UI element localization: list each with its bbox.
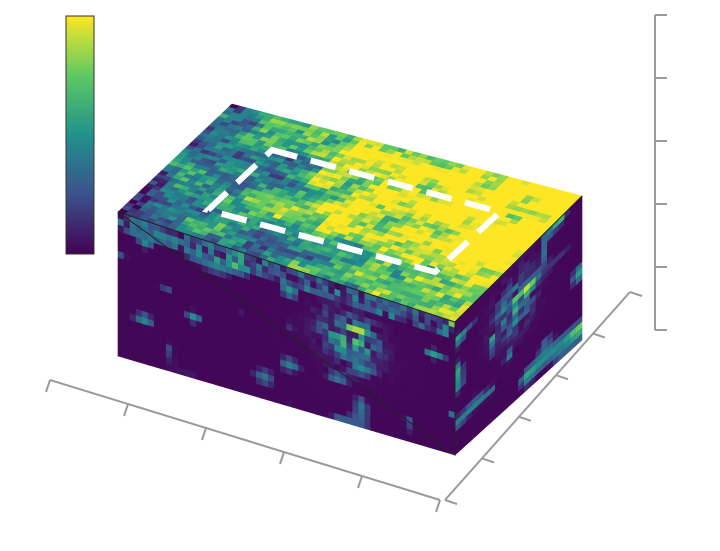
front-voxel (220, 379, 227, 389)
front-voxel (232, 382, 239, 392)
front-voxel (165, 363, 173, 373)
front-voxel (189, 370, 197, 380)
front-voxel (195, 372, 203, 382)
axis-ticks (45, 14, 667, 513)
front-voxel (177, 366, 185, 376)
axis-tick (45, 379, 51, 393)
front-voxel (123, 350, 131, 360)
box-edge (117, 195, 583, 456)
front-voxel (153, 359, 161, 369)
front-voxel (207, 375, 215, 385)
front-voxel (141, 356, 149, 366)
axis-tick (279, 451, 285, 465)
front-voxel (183, 368, 191, 378)
front-voxel (147, 357, 155, 368)
front-voxel (129, 352, 137, 362)
front-voxel (238, 384, 245, 394)
highlight-region (202, 146, 507, 276)
front-voxel (117, 349, 125, 359)
voxel-volume (117, 103, 583, 456)
front-voxel (213, 377, 221, 387)
front-voxel (334, 413, 341, 422)
front-voxel (280, 397, 287, 406)
colorbar (65, 15, 95, 255)
axis-tick (592, 332, 606, 339)
side-voxel (575, 333, 583, 346)
axis-tick (444, 499, 458, 505)
front-voxel (244, 386, 251, 396)
front-voxel (250, 388, 257, 398)
axis-tick (435, 499, 441, 513)
axis-tick (123, 403, 129, 417)
front-voxel (256, 389, 263, 399)
front-voxel (292, 400, 299, 410)
axis-tick (629, 291, 643, 297)
axis-tick (481, 457, 495, 464)
axis-tick (357, 475, 363, 489)
x-axis-line (49, 379, 441, 501)
front-voxel (135, 354, 143, 364)
front-voxel (268, 393, 275, 403)
y-axis-line (444, 291, 631, 501)
front-voxel (328, 411, 335, 421)
front-voxel (316, 407, 323, 417)
front-voxel (226, 381, 233, 390)
front-voxel (286, 398, 293, 408)
front-voxel (298, 402, 305, 412)
axes (49, 15, 656, 501)
front-voxel (304, 404, 311, 413)
front-voxel (201, 373, 209, 383)
front-voxel (262, 391, 269, 401)
front-voxel (310, 405, 317, 415)
axis-tick (555, 374, 569, 381)
axis-tick (201, 427, 207, 441)
front-voxel (171, 365, 179, 375)
front-voxel (274, 395, 281, 405)
front-voxel (322, 409, 329, 419)
axis-tick (518, 415, 532, 422)
front-voxel (159, 361, 167, 371)
